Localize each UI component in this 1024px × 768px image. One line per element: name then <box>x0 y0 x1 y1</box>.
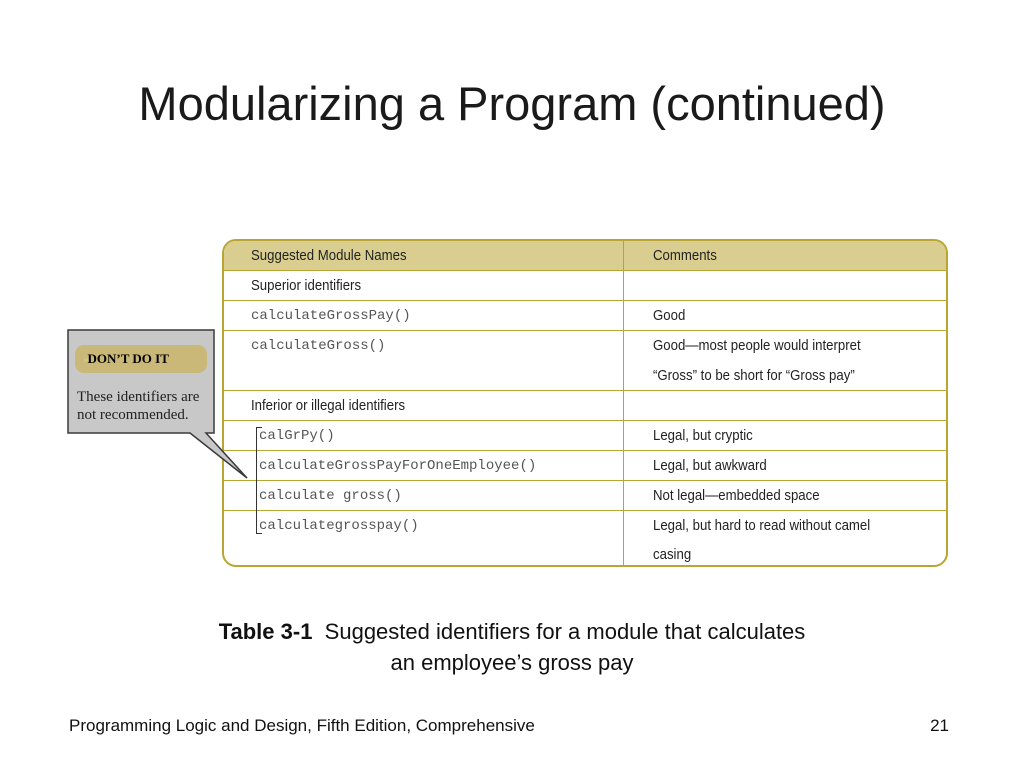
table-row: calculategrosspay() Legal, but hard to r… <box>224 511 946 565</box>
header-module-names: Suggested Module Names <box>251 247 407 264</box>
table-row: calculateGrossPay() Good <box>224 301 946 331</box>
comment-line2: “Gross” to be short for “Gross pay” <box>653 367 855 384</box>
identifiers-table: Suggested Module Names Comments Superior… <box>222 239 948 567</box>
header-comments: Comments <box>653 247 717 264</box>
comment: Legal, but hard to read without camel <box>653 517 871 534</box>
table-row: Inferior or illegal identifiers <box>224 391 946 421</box>
callout-text: These identifiers are not recommended. <box>77 389 200 423</box>
caption-label: Table 3-1 <box>218 619 313 644</box>
comment: Not legal—embedded space <box>653 487 820 504</box>
comment: Good—most people would interpret <box>653 337 861 354</box>
slide-footer: Programming Logic and Design, Fifth Edit… <box>69 716 535 735</box>
comment: Legal, but awkward <box>653 457 767 474</box>
section-label: Superior identifiers <box>251 277 362 294</box>
caption-text-line2: an employee’s gross pay <box>390 650 634 675</box>
table-header-row: Suggested Module Names Comments <box>224 241 946 271</box>
dont-do-it-badge: »DON’T DO IT <box>75 345 207 373</box>
slide-title: Modularizing a Program (continued) <box>138 77 886 130</box>
caption-text-line1: Suggested identifiers for a module that … <box>324 619 806 644</box>
identifier: calculate gross() <box>259 488 402 504</box>
table-row: calculateGrossPayForOneEmployee() Legal,… <box>224 451 946 481</box>
section-label: Inferior or illegal identifiers <box>251 397 406 414</box>
table-row: Superior identifiers <box>224 271 946 301</box>
identifier: calGrPy() <box>259 428 335 444</box>
comment: Good <box>653 307 686 324</box>
comment-line2: casing <box>653 546 692 563</box>
table-row: calculateGross() Good—most people would … <box>224 331 946 391</box>
grouping-bracket <box>256 427 262 534</box>
badge-label: DON’T DO IT <box>87 351 169 366</box>
identifier: calculategrosspay() <box>259 518 419 534</box>
table-row: calGrPy() Legal, but cryptic <box>224 421 946 451</box>
column-divider <box>623 241 624 565</box>
identifier: calculateGrossPayForOneEmployee() <box>259 458 537 474</box>
page-number: 21 <box>930 716 949 735</box>
comment: Legal, but cryptic <box>653 427 753 444</box>
identifier: calculateGross() <box>251 338 386 354</box>
double-chevron-icon: » <box>83 351 89 366</box>
table-row: calculate gross() Not legal—embedded spa… <box>224 481 946 511</box>
identifier: calculateGrossPay() <box>251 308 411 324</box>
table-caption: Table 3-1 Suggested identifiers for a mo… <box>0 616 1024 678</box>
